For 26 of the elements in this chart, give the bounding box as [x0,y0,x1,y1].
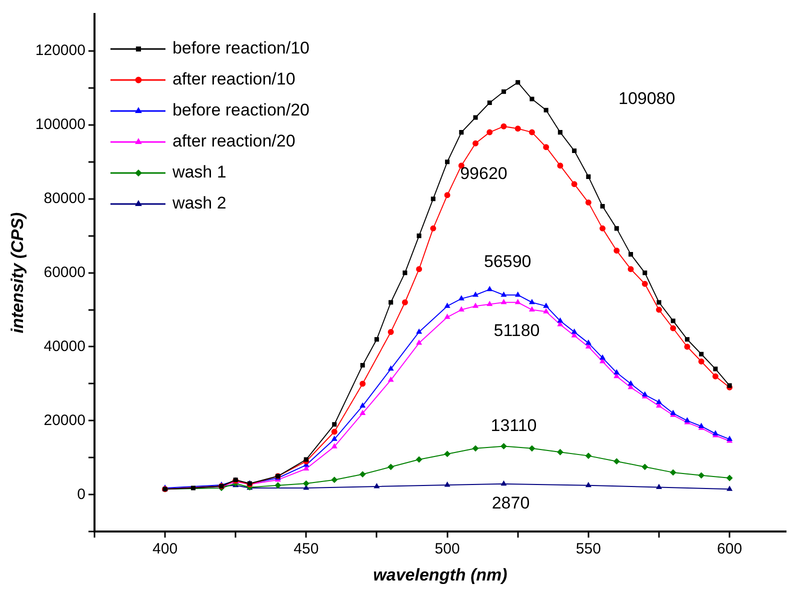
y-axis-title: intensity (CPS) [8,212,27,334]
x-tick-label: 600 [717,540,742,558]
legend-label: before reaction/20 [172,100,310,120]
annotation: 109080 [618,89,676,108]
legend-label: wash 1 [171,162,226,182]
y-tick-label: 40000 [44,338,86,355]
annotation: 2870 [492,494,530,513]
x-tick-label: 450 [294,540,319,558]
y-tick-label: 20000 [44,412,86,429]
legend-label: after reaction/10 [172,70,296,89]
annotation: 13110 [490,416,537,435]
y-tick-label: 120000 [35,42,86,60]
y-tick-label: 100000 [35,116,86,134]
x-axis-title: wavelength (nm) [373,565,508,584]
annotation: 56590 [484,252,532,272]
x-tick-label: 550 [576,540,601,558]
legend-label: wash 2 [171,194,226,213]
y-tick-label: 80000 [44,190,86,207]
legend-label: before reaction/10 [172,38,310,58]
x-tick-label: 500 [434,540,460,558]
y-tick-label: 0 [77,486,86,503]
annotation: 51180 [494,321,540,340]
x-tick-label: 400 [152,540,178,558]
annotation: 99620 [460,164,508,184]
y-tick-label: 60000 [44,264,86,281]
legend-label: after reaction/20 [172,132,296,151]
